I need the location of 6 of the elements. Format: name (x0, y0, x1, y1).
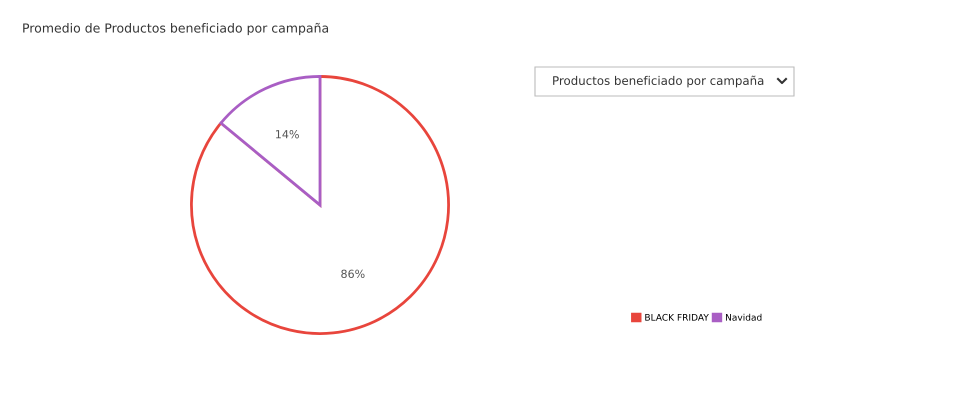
text: Productos beneficiado por campaña (553, 76, 764, 88)
data-label: 14% (276, 130, 299, 138)
chart-title: Promedio de Productos beneficiado por campaña (23, 22, 328, 36)
data-label: 86% (341, 270, 365, 278)
legend-label: BLACK FRIDAY (645, 314, 709, 321)
legend-label: Navidad (726, 314, 762, 321)
